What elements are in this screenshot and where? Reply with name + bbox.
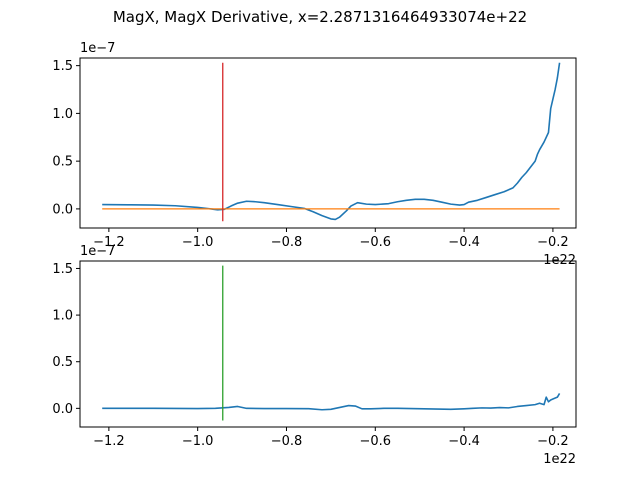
x-tick-label: −1.0 xyxy=(182,434,214,449)
x-tick-label: −0.6 xyxy=(360,235,392,250)
series-line-0 xyxy=(102,62,561,221)
x-tick-label: −0.2 xyxy=(537,434,569,449)
series-group xyxy=(102,265,561,421)
x-tick-label: −0.2 xyxy=(537,235,569,250)
y-tick-label: 0.0 xyxy=(52,402,73,417)
y-tick-label: 1.5 xyxy=(52,262,73,277)
x-tick-label: −0.8 xyxy=(271,235,303,250)
x-offset-label: 1e22 xyxy=(543,452,576,467)
y-tick-label: 0.5 xyxy=(52,155,73,170)
x-tick-label: −0.6 xyxy=(360,434,392,449)
series-group xyxy=(102,62,561,222)
x-tick-label: −1.2 xyxy=(93,235,125,250)
bottom-panel: −1.2 −1.0 −0.8 −0.6 −0.4 −0.2 0.0 0.5 1.0 1.5 1e−7… xyxy=(52,244,577,467)
y-tick-label: 1.0 xyxy=(52,107,73,122)
figure-title: MagX, MagX Derivative, x=2.2871316464933… xyxy=(113,8,527,26)
y-tick-label: 1.0 xyxy=(52,309,73,324)
y-tick-label: 0.0 xyxy=(52,202,73,217)
axes-frame xyxy=(79,57,577,229)
top-panel: −1.2 −1.0 −0.8 −0.6 −0.4 −0.2 0.0 0.5 1.0 1.5 1e−7… xyxy=(52,41,577,268)
series-line-0 xyxy=(102,393,561,411)
y-tick-label: 1.5 xyxy=(52,59,73,74)
x-tick-label: −1.0 xyxy=(182,235,214,250)
axes-frame xyxy=(79,260,577,428)
x-tick-label: −0.4 xyxy=(448,434,480,449)
x-tick-label: −1.2 xyxy=(93,434,125,449)
x-tick-label: −0.8 xyxy=(271,434,303,449)
y-tick-label: 0.5 xyxy=(52,355,73,370)
x-tick-label: −0.4 xyxy=(448,235,480,250)
y-offset-label: 1e−7 xyxy=(80,41,115,56)
y-offset-label: 1e−7 xyxy=(80,244,115,259)
